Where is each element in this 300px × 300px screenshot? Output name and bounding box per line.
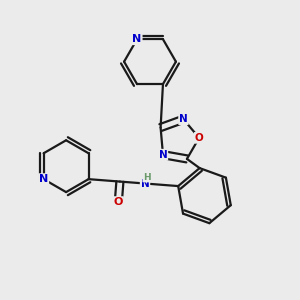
Text: H: H bbox=[143, 173, 151, 182]
Text: O: O bbox=[114, 197, 123, 207]
Text: N: N bbox=[179, 114, 188, 124]
Text: N: N bbox=[141, 178, 149, 188]
Text: N: N bbox=[132, 34, 142, 44]
Text: N: N bbox=[39, 174, 48, 184]
Text: O: O bbox=[195, 133, 203, 143]
Text: N: N bbox=[159, 150, 167, 160]
